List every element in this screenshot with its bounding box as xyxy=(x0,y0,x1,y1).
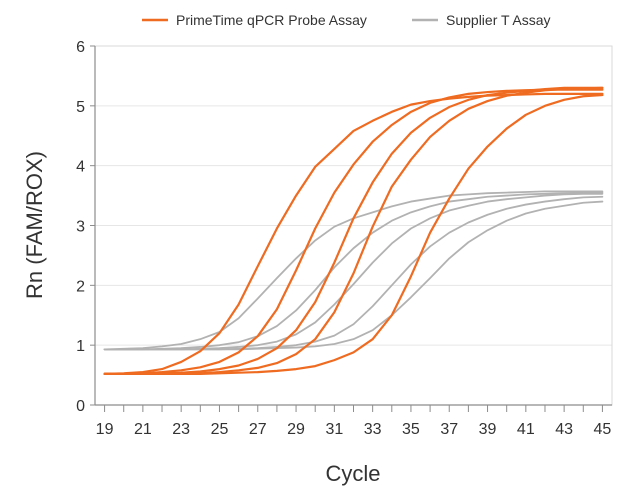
x-tick-label: 21 xyxy=(134,421,152,438)
legend-label: PrimeTime qPCR Probe Assay xyxy=(176,12,367,28)
legend-label: Supplier T Assay xyxy=(446,12,551,28)
x-axis-ticks: 19 21 23 25 27 29 31 33 35 37 39 41 43 45 xyxy=(96,405,612,438)
y-tick-label: 2 xyxy=(76,278,85,295)
x-tick-label: 25 xyxy=(211,421,229,438)
series-layer xyxy=(103,86,604,375)
x-tick-label: 29 xyxy=(287,421,305,438)
x-tick-label: 27 xyxy=(249,421,267,438)
x-tick-label: 23 xyxy=(172,421,190,438)
chart-legend: PrimeTime qPCR Probe Assay Supplier T Ass… xyxy=(142,12,551,28)
series-line-supplier-t xyxy=(103,200,604,351)
y-tick-label: 4 xyxy=(76,159,85,176)
y-tick-label: 3 xyxy=(76,219,85,236)
x-tick-label: 33 xyxy=(364,421,382,438)
x-tick-label: 37 xyxy=(440,421,458,438)
x-tick-label: 43 xyxy=(555,421,573,438)
x-tick-label: 31 xyxy=(325,421,343,438)
y-tick-label: 5 xyxy=(76,99,85,116)
x-tick-label: 39 xyxy=(479,421,497,438)
series-line-primetime xyxy=(103,92,604,375)
series-line-primetime xyxy=(103,93,604,375)
series-line-supplier-t xyxy=(103,191,604,351)
y-axis-ticks: 0 1 2 3 4 5 6 xyxy=(76,39,95,415)
series-line-supplier-t xyxy=(103,190,604,351)
x-tick-label: 19 xyxy=(96,421,114,438)
x-tick-label: 35 xyxy=(402,421,420,438)
x-axis-title: Cycle xyxy=(325,461,380,486)
y-tick-label: 1 xyxy=(76,338,85,355)
x-tick-label: 45 xyxy=(594,421,612,438)
y-tick-label: 6 xyxy=(76,39,85,56)
y-axis-title: Rn (FAM/ROX) xyxy=(22,151,47,299)
x-tick-label: 41 xyxy=(517,421,535,438)
y-tick-label: 0 xyxy=(76,398,85,415)
